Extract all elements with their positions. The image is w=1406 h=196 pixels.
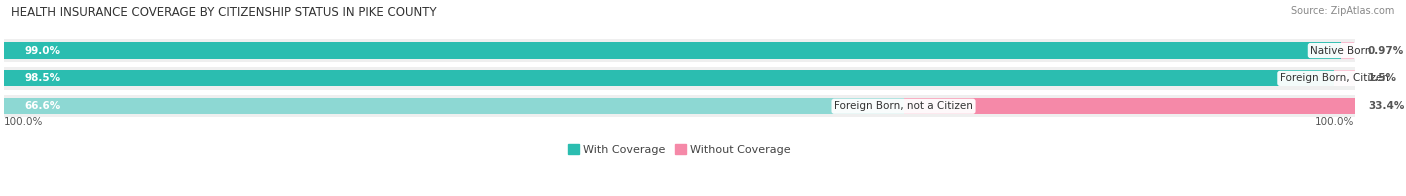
Text: 66.6%: 66.6%: [24, 101, 60, 111]
Bar: [4, 43, 1341, 59]
Bar: [904, 98, 1354, 114]
Bar: [4, 67, 1354, 90]
Text: 100.0%: 100.0%: [1315, 117, 1354, 127]
Bar: [4, 39, 1354, 62]
Text: Native Born: Native Born: [1310, 45, 1372, 55]
Text: 1.5%: 1.5%: [1368, 73, 1398, 83]
Bar: [4, 95, 1354, 117]
Text: HEALTH INSURANCE COVERAGE BY CITIZENSHIP STATUS IN PIKE COUNTY: HEALTH INSURANCE COVERAGE BY CITIZENSHIP…: [11, 6, 437, 19]
Text: 33.4%: 33.4%: [1368, 101, 1405, 111]
Text: 98.5%: 98.5%: [24, 73, 60, 83]
Bar: [1334, 70, 1354, 86]
Text: Foreign Born, not a Citizen: Foreign Born, not a Citizen: [834, 101, 973, 111]
Bar: [1341, 43, 1354, 59]
Text: Source: ZipAtlas.com: Source: ZipAtlas.com: [1291, 6, 1395, 16]
Bar: [4, 70, 1334, 86]
Text: Foreign Born, Citizen: Foreign Born, Citizen: [1279, 73, 1389, 83]
Text: 0.97%: 0.97%: [1368, 45, 1405, 55]
Text: 100.0%: 100.0%: [4, 117, 44, 127]
Bar: [4, 98, 904, 114]
Legend: With Coverage, Without Coverage: With Coverage, Without Coverage: [568, 144, 790, 155]
Text: 99.0%: 99.0%: [24, 45, 60, 55]
